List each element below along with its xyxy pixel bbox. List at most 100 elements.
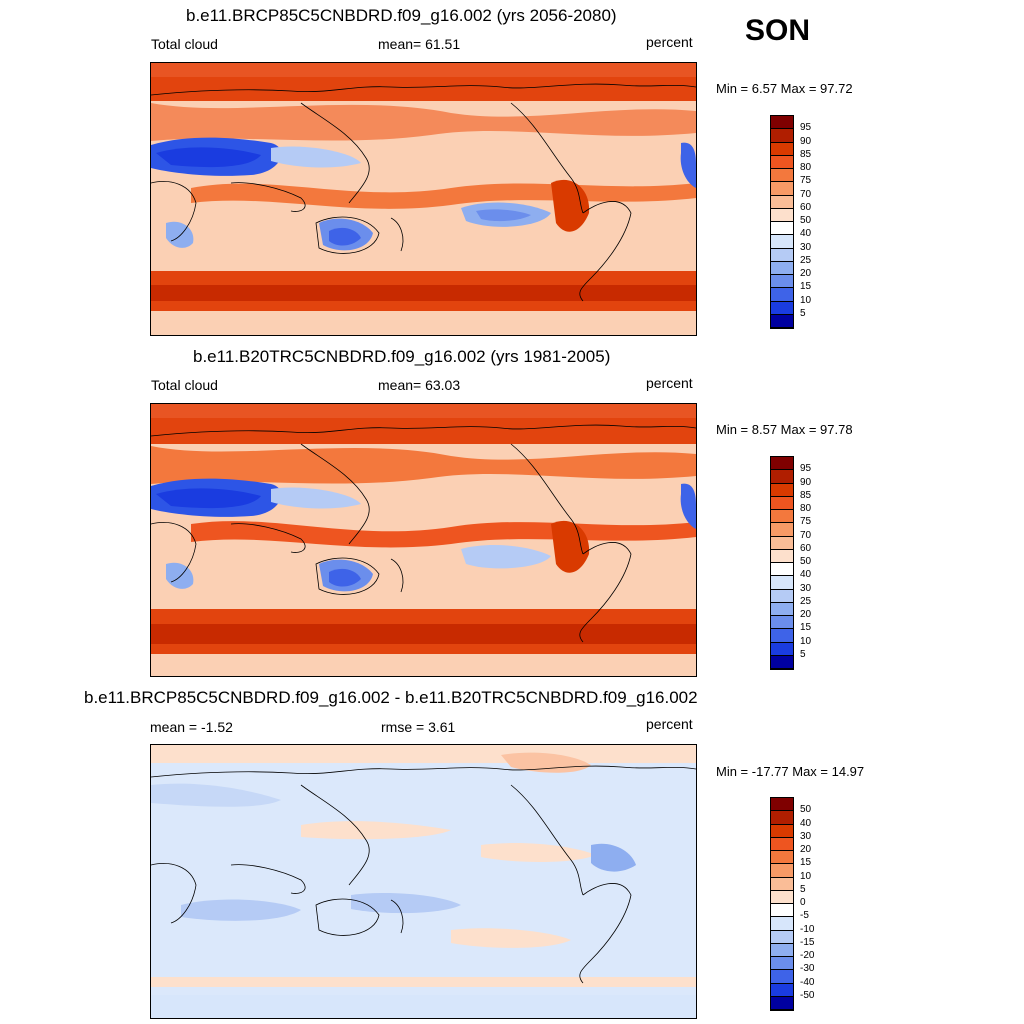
- panel2-colorbar-swatch: [771, 549, 793, 563]
- panel3-units-label: percent: [646, 716, 693, 732]
- panel1-colorbar-swatch: [771, 182, 793, 196]
- panel1-colorbar-tick-label: 85: [800, 148, 812, 160]
- panel1-colorbar-swatch: [771, 301, 793, 315]
- panel2-colorbar-tick-label: 95: [800, 463, 812, 475]
- panel2-colorbar-tick-label: 50: [800, 556, 812, 567]
- panel1-colorbar-swatch: [771, 169, 793, 183]
- panel2-colorbar-tick-label: 10: [800, 635, 812, 647]
- panel2-colorbar-swatch: [771, 576, 793, 590]
- panel2-colorbar-swatch: [771, 470, 793, 484]
- panel1-colorbar-tick-label: 25: [800, 254, 812, 266]
- panel2-colorbar-tick-label: 15: [800, 622, 812, 634]
- panel1-colorbar-tick-label: 95: [800, 122, 812, 134]
- panel3-colorbar-swatch: [771, 837, 793, 851]
- panel2-colorbar-swatch: [771, 536, 793, 550]
- panel1-colorbar-swatch: [771, 222, 793, 236]
- panel2-colorbar-tick-label: 30: [800, 582, 812, 594]
- panel2-colorbar-swatch: [771, 563, 793, 577]
- panel1-colorbar-tick-label: 30: [800, 241, 812, 253]
- panel3-colorbar-tick-label: 30: [800, 830, 812, 842]
- panel2-colorbar-swatch: [771, 496, 793, 510]
- panel2-colorbar-swatch: [771, 589, 793, 603]
- panel2-colorbar-swatch: [771, 483, 793, 497]
- panel3-colorbar-tick-label: 0: [800, 897, 806, 908]
- panel2-colorbar-tick-label: 40: [800, 569, 812, 581]
- panel2-colorbar-swatch: [771, 642, 793, 656]
- panel3-colorbar-swatch: [771, 798, 793, 812]
- panel2-colorbar-swatch: [771, 629, 793, 643]
- panel1-colorbar-box: [770, 115, 794, 329]
- panel2-colorbar-tick-label: 60: [800, 542, 812, 554]
- panel1-map: [150, 62, 697, 336]
- panel1-colorbar-tick-label: 75: [800, 175, 812, 187]
- panel1-colorbar-swatch: [771, 142, 793, 156]
- panel3-colorbar-tick-label: -10: [800, 923, 815, 935]
- panel3-rmse-label: rmse = 3.61: [381, 719, 456, 735]
- panel3-colorbar-tick-label: 5: [800, 883, 806, 895]
- panel3-colorbar-swatch: [771, 824, 793, 838]
- panel3-colorbar-tick-label: 50: [800, 804, 812, 816]
- panel2-colorbar-swatch: [771, 602, 793, 616]
- panel3-colorbar-swatch: [771, 943, 793, 957]
- panel1-colorbar-swatch: [771, 208, 793, 222]
- panel3-map: [150, 744, 697, 1019]
- panel3-colorbar-swatch: [771, 864, 793, 878]
- panel3-colorbar-box: [770, 797, 794, 1011]
- panel3-colorbar-swatch: [771, 877, 793, 891]
- panel1-colorbar-tick-label: 5: [800, 307, 806, 319]
- panel3-colorbar-swatch: [771, 930, 793, 944]
- panel2-colorbar-tick-label: 75: [800, 516, 812, 528]
- panel3-colorbar-swatch: [771, 983, 793, 997]
- panel3-colorbar-swatch: [771, 917, 793, 931]
- panel2-map: [150, 403, 697, 677]
- panel3-title: b.e11.BRCP85C5CNBDRD.f09_g16.002 - b.e11…: [84, 688, 698, 707]
- panel1-colorbar-swatch: [771, 288, 793, 302]
- panel1-colorbar-swatch: [771, 248, 793, 262]
- panel1-colorbar-swatch: [771, 275, 793, 289]
- panel2-colorbar-box: [770, 456, 794, 670]
- panel3-colorbar-tick-label: 20: [800, 844, 812, 855]
- panel3-colorbar-swatch: [771, 851, 793, 865]
- panel1-colorbar-swatch: [771, 195, 793, 209]
- panel2-colorbar-tick-label: 5: [800, 648, 806, 660]
- panel1-colorbar-tick-label: 60: [800, 201, 812, 213]
- panel3-mean-label: mean = -1.52: [150, 719, 233, 735]
- panel3-colorbar-tick-label: 15: [800, 857, 812, 869]
- panel3-colorbar-tick-label: 40: [800, 817, 812, 829]
- panel2-colorbar-swatch: [771, 616, 793, 630]
- panel1-colorbar-swatch: [771, 314, 793, 328]
- panel3-colorbar-swatch: [771, 890, 793, 904]
- panel2-minmax-label: Min = 8.57 Max = 97.78: [716, 422, 853, 437]
- panel3-colorbar-swatch: [771, 904, 793, 918]
- panel2-colorbar: 95 90 85 80 75 70 60 50 40 30 25 20 15 10 5: [770, 456, 811, 670]
- panel1-colorbar-swatch: [771, 155, 793, 169]
- panel3-colorbar-tick-label: -50: [800, 989, 815, 1001]
- panel2-colorbar-swatch: [771, 457, 793, 471]
- panel1-colorbar-tick-label: 20: [800, 268, 812, 279]
- panel1-colorbar-tick-label: 90: [800, 135, 812, 147]
- panel1-colorbar-swatch: [771, 129, 793, 143]
- panel2-colorbar-swatch: [771, 510, 793, 524]
- panel1-colorbar-tick-label: 50: [800, 215, 812, 226]
- panel3-colorbar-tick-label: -20: [800, 950, 815, 961]
- panel2-colorbar-tick-label: 20: [800, 609, 812, 620]
- panel2-colorbar-tick-label: 90: [800, 476, 812, 488]
- panel2-colorbar-swatch: [771, 523, 793, 537]
- panel2-variable-label: Total cloud: [151, 377, 218, 393]
- panel3-minmax-label: Min = -17.77 Max = 14.97: [716, 764, 865, 779]
- panel1-colorbar-tick-label: 40: [800, 228, 812, 240]
- panel3-colorbar-tick-label: -30: [800, 963, 815, 975]
- panel1-mean-label: mean= 61.51: [378, 36, 461, 52]
- panel3-colorbar-tick-label: -15: [800, 936, 815, 948]
- panel3-colorbar-tick-label: 10: [800, 870, 812, 882]
- panel1-colorbar: 95 90 85 80 75 70 60 50 40 30 25 20 15 10 5: [770, 115, 811, 329]
- panel1-units-label: percent: [646, 34, 693, 50]
- panel2-title: b.e11.B20TRC5CNBDRD.f09_g16.002 (yrs 198…: [193, 347, 611, 366]
- panel3-colorbar-swatch: [771, 970, 793, 984]
- panel3-colorbar: 50 40 30 20 15 10 5 0 -5 -10 -15 -20 -30 -40 -50: [770, 797, 814, 1011]
- panel3-colorbar-tick-label: -40: [800, 976, 815, 988]
- panel2-units-label: percent: [646, 375, 693, 391]
- season-label: SON: [745, 14, 811, 47]
- panel2-colorbar-tick-label: 25: [800, 595, 812, 607]
- panel1-colorbar-tick-label: 15: [800, 281, 812, 293]
